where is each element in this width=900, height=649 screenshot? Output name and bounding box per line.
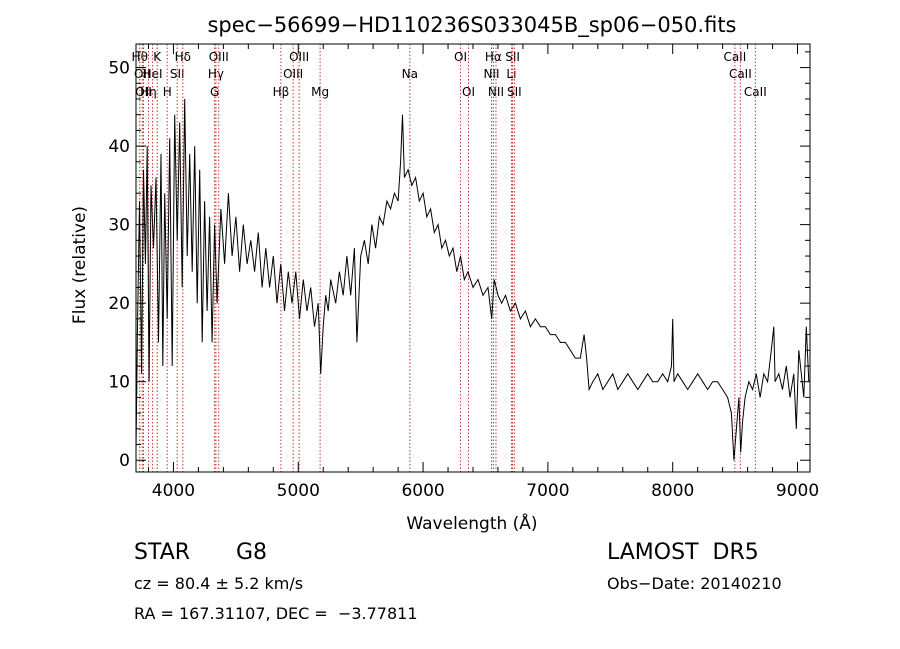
emission-line-label: Hη (140, 85, 157, 99)
emission-line-label: CaII (723, 50, 746, 64)
emission-line-markers: HθOIIOIIHηHeIKHSIIHδGHγOIIIHβOIIIOIIIMgN… (132, 44, 767, 472)
y-tick-label: 0 (119, 451, 130, 471)
y-axis-label: Flux (relative) (70, 206, 90, 324)
emission-line-label: Mg (311, 85, 329, 99)
emission-line-label: Hδ (175, 50, 191, 64)
emission-line-label: G (210, 85, 219, 99)
emission-line-label: NII (488, 85, 504, 99)
y-tick-label: 40 (108, 137, 130, 157)
emission-line-label: H (163, 85, 172, 99)
emission-line-label: Hα (485, 50, 502, 64)
emission-line-label: K (153, 50, 162, 64)
chart-title: spec−56699−HD110236S033045B_sp06−050.fit… (207, 13, 736, 38)
x-tick-label: 8000 (651, 481, 694, 501)
y-tick-label: 50 (108, 59, 130, 79)
x-tick-label: 5000 (277, 481, 320, 501)
emission-line-label: OIII (289, 50, 309, 64)
y-tick-label: 30 (108, 216, 130, 236)
emission-line-label: OI (454, 50, 467, 64)
coordinates: RA = 167.31107, DEC = −3.77811 (134, 604, 418, 623)
emission-line-label: OII (135, 85, 152, 99)
emission-line-label: OI (462, 85, 475, 99)
y-tick-label: 20 (108, 294, 130, 314)
spectrum-line (135, 98, 810, 461)
x-axis-label: Wavelength (Å) (406, 512, 537, 534)
emission-line-label: SII (507, 85, 522, 99)
x-tick-label: 6000 (401, 481, 444, 501)
axis-ticks: 4000 5000 6000 7000 8000 9000 0 10 20 30 40 50 (108, 44, 819, 501)
x-tick-label: 9000 (776, 481, 819, 501)
x-tick-label: 4000 (152, 481, 195, 501)
object-type: STAR (134, 540, 191, 565)
obs-date: Obs−Date: 20140210 (607, 574, 782, 593)
emission-line-label: Hγ (208, 67, 224, 81)
spectral-class: G8 (236, 540, 268, 565)
redshift-readout: cz = 80.4 ± 5.2 km/s (134, 574, 304, 593)
emission-line-label: OII (134, 67, 151, 81)
emission-line-label: NII (483, 67, 499, 81)
emission-line-label: SII (505, 50, 520, 64)
survey-name: LAMOST DR5 (607, 540, 759, 565)
y-tick-label: 10 (108, 373, 130, 393)
emission-line-label: Hβ (273, 85, 290, 99)
emission-line-label: SII (170, 67, 185, 81)
emission-line-label: Na (402, 67, 418, 81)
emission-line-label: HeI (143, 67, 163, 81)
emission-line-label: OIII (283, 67, 303, 81)
emission-line-label: CaII (744, 85, 767, 99)
emission-line-label: CaII (729, 67, 752, 81)
emission-line-label: Li (506, 67, 516, 81)
emission-line-label: OIII (209, 50, 229, 64)
x-tick-label: 7000 (526, 481, 569, 501)
plot-frame (135, 43, 811, 473)
